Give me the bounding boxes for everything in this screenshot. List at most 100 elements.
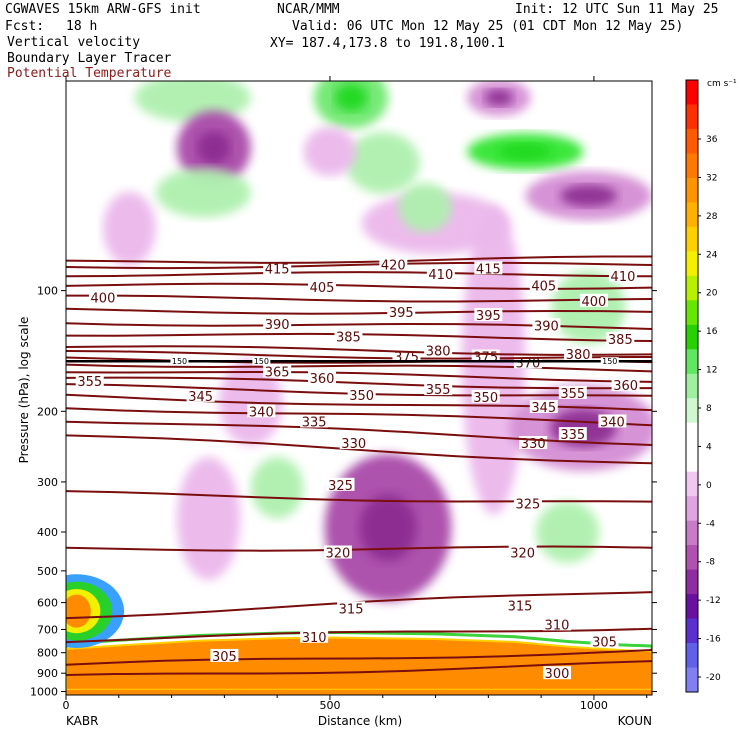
theta-label-bg (611, 378, 640, 392)
x-tick-label: 1000 (580, 699, 608, 712)
theta-label-bg (532, 318, 561, 332)
y-tick-label: 100 (37, 285, 58, 298)
vertical-velocity-core (359, 494, 417, 561)
theta-label: 305 (592, 635, 617, 650)
colorbar-cell (686, 594, 698, 620)
vertical-velocity-core (499, 143, 552, 160)
theta-label: 410 (611, 270, 636, 285)
y-tick-label: 900 (37, 667, 58, 680)
colorbar-cell (686, 275, 698, 301)
theta-label: 365 (265, 365, 290, 380)
theta-contour-420 (66, 255, 652, 264)
colorbar-cell (686, 667, 698, 693)
theta-label-bg (387, 304, 416, 318)
colorbar-tick-label: -16 (706, 635, 721, 645)
vertical-velocity-region (155, 168, 251, 218)
tropopause-label: 150 (172, 357, 187, 366)
colorbar-frame (685, 79, 699, 693)
theta-label-bg (474, 307, 503, 321)
theta-contour-310 (66, 627, 652, 644)
colorbar-cell (686, 80, 698, 105)
org-name: NCAR/MMM (277, 2, 340, 17)
theta-label: 320 (325, 547, 350, 562)
theta-label: 385 (336, 330, 361, 345)
theta-label-bg (474, 261, 503, 275)
theta-label-bg (326, 477, 355, 491)
theta-label-bg (506, 598, 535, 612)
theta-label-bg (308, 370, 337, 384)
theta-contour-330 (66, 434, 652, 465)
theta-label: 390 (265, 318, 290, 333)
colorbar-cell (686, 300, 698, 326)
colorbar-tick-label: -20 (706, 673, 721, 683)
theta-label-bg (542, 617, 571, 631)
colorbar-cell (686, 643, 698, 669)
theta-label: 400 (582, 295, 607, 310)
colorbar-cell (686, 251, 698, 277)
theta-label: 345 (188, 390, 213, 405)
vertical-velocity-core (197, 131, 231, 165)
theta-contour-410 (66, 271, 652, 278)
theta-label: 385 (608, 333, 633, 348)
tropopause-label-bg (600, 357, 619, 366)
theta-label-bg (186, 388, 215, 402)
colorbar-units: cm s⁻¹ (707, 79, 737, 89)
y-tick-label: 800 (37, 647, 58, 660)
theta-label: 345 (531, 401, 556, 416)
colorbar-cell (686, 545, 698, 571)
theta-label: 400 (91, 291, 116, 306)
x-axis: 0 500 1000 (63, 76, 648, 712)
colorbar-cell (686, 349, 698, 375)
colorbar-tick-label: -8 (706, 558, 715, 568)
theta-label: 335 (302, 415, 327, 430)
colorbar-tick-label: 16 (706, 327, 718, 337)
theta-label-bg (508, 545, 537, 559)
theta-label: 405 (531, 279, 556, 294)
theta-label-bg (558, 427, 587, 441)
theta-label: 335 (560, 428, 585, 443)
theta-label-bg (247, 404, 276, 418)
colorbar-cell (686, 471, 698, 497)
tropopause-label-bg (252, 357, 271, 366)
y-tick-label: 300 (37, 476, 58, 489)
theta-label-bg (590, 634, 619, 648)
theta-label: 360 (310, 372, 335, 387)
y-tick-label: 200 (37, 405, 58, 418)
theta-label-bg (339, 436, 368, 450)
colorbar-cell (686, 496, 698, 522)
colorbar-tick-label: -12 (706, 596, 721, 606)
theta-label-bg (210, 648, 239, 662)
theta-label-bg (579, 293, 608, 307)
theta-label-bg (564, 347, 593, 361)
theta-label-bg (379, 257, 408, 271)
theta-contour-365 (66, 363, 652, 373)
colorbar-tick-label: 28 (706, 212, 718, 222)
vertical-velocity-region (102, 191, 156, 266)
vertical-velocity-core (334, 83, 368, 112)
theta-label: 420 (381, 258, 406, 273)
y-tick-label: 500 (37, 565, 58, 578)
theta-label: 325 (328, 479, 353, 494)
theta-label: 310 (302, 631, 327, 646)
y-axis-label: Pressure (hPa), log scale (17, 317, 31, 464)
colorbar-tick-label: 4 (706, 442, 712, 452)
theta-label: 320 (510, 547, 535, 562)
colorbar-cell (686, 618, 698, 644)
y-tick-label: 1000 (30, 686, 58, 699)
theta-contour-320 (66, 545, 652, 552)
theta-label-bg (608, 269, 637, 283)
colorbar-cell (686, 447, 698, 473)
theta-label-bg (263, 316, 292, 330)
field-boundary-layer-tracer: Boundary Layer Tracer (7, 51, 172, 66)
colorbar-cell (686, 422, 698, 448)
theta-contour-305 (66, 648, 652, 666)
colorbar-cell (686, 128, 698, 154)
colorbar-tick-label: 12 (706, 366, 717, 376)
colorbar-cell (686, 226, 698, 252)
vertical-velocity-region (250, 456, 304, 519)
theta-contour-355 (66, 376, 652, 390)
theta-label: 340 (600, 415, 625, 430)
colorbar-tick-label: 32 (706, 173, 717, 183)
theta-label: 390 (534, 319, 559, 334)
theta-label: 350 (349, 389, 374, 404)
